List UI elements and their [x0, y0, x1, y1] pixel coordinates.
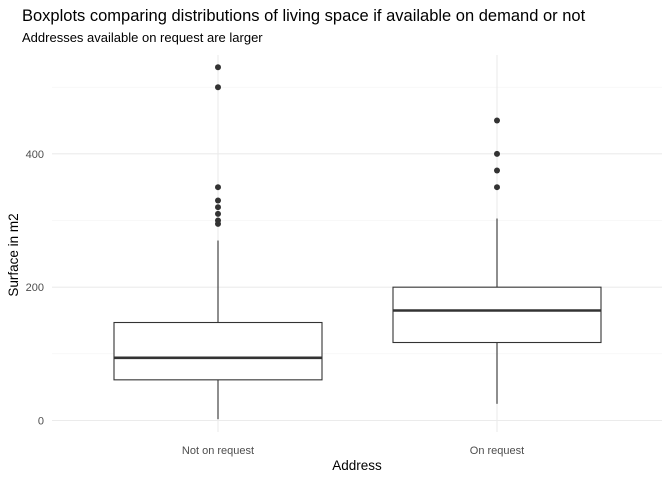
y-tick-label: 200 [26, 282, 44, 294]
iqr-box [392, 286, 602, 344]
outlier-point [494, 117, 500, 124]
outlier-point [215, 64, 221, 71]
x-tick-label: On request [470, 445, 524, 457]
outlier-point [215, 84, 221, 91]
outlier-point [215, 210, 221, 217]
x-tick-label: Not on request [182, 445, 254, 457]
iqr-box [113, 321, 323, 381]
boxes-layer [113, 64, 602, 420]
chart-subtitle: Addresses available on request are large… [22, 30, 263, 45]
chart-title: Boxplots comparing distributions of livi… [22, 7, 586, 25]
y-tick-label: 400 [26, 149, 44, 161]
box-group-not-on-request [113, 64, 323, 420]
outlier-point [494, 167, 500, 174]
outlier-point [215, 184, 221, 191]
outlier-point [494, 150, 500, 157]
box-group-on-request [392, 117, 602, 404]
outlier-point [494, 184, 500, 191]
outlier-point [215, 204, 221, 211]
axis-ticks: 0 200 400 Not on request On request [26, 149, 525, 457]
outlier-point [215, 217, 221, 224]
outlier-point [215, 197, 221, 204]
y-axis-title: Surface in m2 [6, 213, 21, 296]
x-axis-title: Address [332, 458, 382, 473]
y-tick-label: 0 [38, 416, 44, 428]
grid-lines [52, 55, 662, 432]
